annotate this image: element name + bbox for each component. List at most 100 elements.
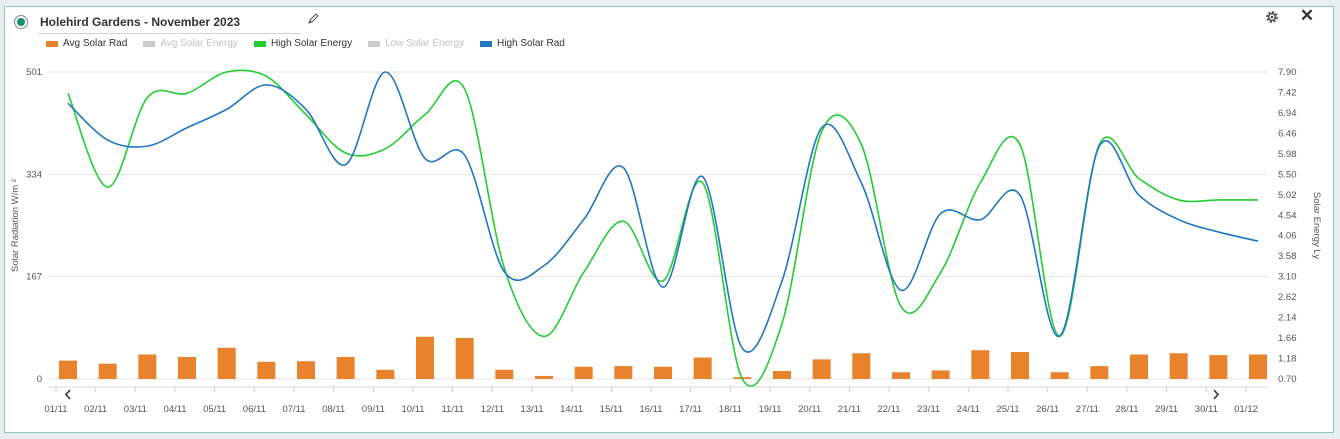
x-tick-label: 03/11: [124, 404, 147, 415]
x-tick-label: 29/11: [1155, 404, 1178, 415]
legend-item-avg-solar-energy[interactable]: Avg Solar Energy: [143, 38, 238, 49]
legend-swatch: [143, 40, 156, 47]
legend-swatch: [46, 40, 58, 47]
x-tick-label: 10/11: [401, 404, 424, 415]
x-tick-label: 01/12: [1234, 404, 1258, 415]
legend-item-high-solar-rad[interactable]: High Solar Rad: [480, 38, 565, 49]
bar: [892, 372, 910, 379]
legend-label: Avg Solar Energy: [160, 38, 238, 49]
x-tick-label: 02/11: [84, 404, 107, 415]
bar: [812, 359, 831, 379]
bar: [376, 369, 395, 379]
x-tick-label: 21/11: [838, 404, 861, 415]
bar: [416, 336, 434, 379]
line-high-solar-energy: [67, 69, 1258, 387]
bar: [336, 356, 355, 379]
legend-item-avg-solar-rad[interactable]: Avg Solar Rad: [46, 38, 127, 49]
legend-label: High Solar Energy: [270, 38, 353, 49]
x-tick-label: 15/11: [600, 404, 623, 415]
y-tick-label: 167: [26, 272, 42, 283]
y2-tick-label: 5.98: [1278, 149, 1297, 160]
gear-icon[interactable]: [1264, 9, 1280, 25]
bar: [257, 361, 276, 379]
bar: [1249, 354, 1267, 379]
y-tick-label: 0: [37, 374, 42, 385]
radio-dot: [17, 18, 25, 26]
x-tick-label: 07/11: [282, 404, 305, 415]
y2-tick-label: 1.66: [1278, 333, 1297, 344]
legend-label: Low Solar Energy: [385, 38, 465, 49]
bar: [574, 366, 593, 379]
x-tick-label: 24/11: [957, 404, 980, 415]
bar: [1090, 366, 1109, 379]
legend-swatch: [253, 40, 266, 47]
y2-tick-label: 3.58: [1278, 251, 1297, 262]
x-tick-label: 01/11: [44, 404, 67, 415]
y2-tick-label: 1.18: [1278, 354, 1297, 365]
legend-swatch: [368, 40, 381, 47]
bar: [98, 363, 117, 379]
bar: [1130, 354, 1148, 379]
chevron-right-icon[interactable]: [1213, 389, 1220, 400]
close-icon[interactable]: ✕: [1299, 6, 1315, 25]
y2-tick-label: 0.70: [1278, 374, 1297, 385]
x-tick-label: 17/11: [679, 404, 702, 415]
legend-label: Avg Solar Rad: [63, 38, 128, 49]
pencil-icon[interactable]: [306, 12, 320, 26]
x-tick-label: 19/11: [758, 404, 781, 415]
legend-label: High Solar Rad: [497, 38, 565, 49]
bar: [535, 375, 553, 379]
x-tick-label: 04/11: [163, 404, 186, 415]
legend-item-low-solar-energy[interactable]: Low Solar Energy: [368, 38, 464, 49]
x-tick-label: 09/11: [362, 404, 385, 415]
title-bar: Holehird Gardens - November 2023: [14, 10, 300, 34]
x-tick-label: 12/11: [481, 404, 504, 415]
bar: [138, 354, 157, 379]
x-tick-label: 20/11: [798, 404, 821, 415]
x-tick-label: 22/11: [877, 404, 900, 415]
y-tick-label: 501: [26, 67, 42, 78]
select-radio[interactable]: [14, 15, 28, 29]
bar: [1011, 352, 1029, 379]
y2-tick-label: 6.46: [1278, 128, 1297, 139]
x-tick-label: 26/11: [1036, 404, 1059, 415]
y2-tick-label: 5.50: [1278, 169, 1297, 180]
x-tick-label: 18/11: [719, 404, 742, 415]
x-tick-label: 06/11: [243, 404, 266, 415]
bar: [971, 350, 990, 379]
bar: [852, 353, 871, 379]
y2-tick-label: 7.90: [1278, 67, 1297, 78]
legend-swatch: [480, 40, 493, 47]
y-axis-label: Solar Radiation W/m ²: [10, 179, 21, 272]
x-tick-label: 08/11: [322, 404, 345, 415]
bar: [217, 347, 236, 379]
x-tick-label: 14/11: [560, 404, 583, 415]
bar: [931, 370, 950, 379]
x-tick-label: 11/11: [441, 404, 463, 415]
x-tick-label: 05/11: [203, 404, 226, 415]
x-tick-label: 28/11: [1115, 404, 1138, 415]
y2-tick-label: 6.94: [1278, 108, 1297, 119]
bar: [495, 369, 514, 379]
bar: [1050, 372, 1069, 379]
bar: [773, 371, 791, 379]
bar: [178, 356, 196, 379]
title-input[interactable]: Holehird Gardens - November 2023: [38, 11, 300, 34]
x-tick-label: 25/11: [996, 404, 1019, 415]
x-tick-label: 27/11: [1076, 404, 1099, 415]
bar: [614, 366, 633, 379]
y2-tick-label: 2.62: [1278, 292, 1297, 303]
y2-tick-label: 4.06: [1278, 231, 1297, 242]
y2-tick-label: 5.02: [1278, 190, 1297, 201]
y2-tick-label: 3.10: [1278, 272, 1297, 283]
x-tick-label: 30/11: [1195, 404, 1218, 415]
chevron-left-icon[interactable]: [64, 389, 71, 400]
bar: [59, 360, 77, 379]
y2-tick-label: 7.42: [1278, 87, 1297, 98]
line-high-solar-rad: [67, 71, 1259, 353]
x-tick-label: 23/11: [917, 404, 940, 415]
legend-item-high-solar-energy[interactable]: High Solar Energy: [253, 38, 353, 49]
legend: Avg Solar Rad Avg Solar Energy High Solar …: [46, 38, 581, 49]
x-tick-label: 16/11: [639, 404, 662, 415]
